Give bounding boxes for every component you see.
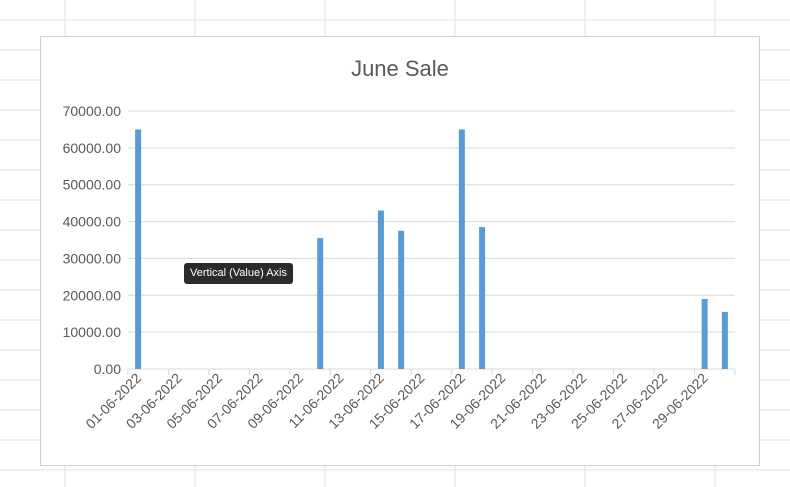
chart-title[interactable]: June Sale: [351, 56, 449, 81]
bar[interactable]: [721, 311, 728, 369]
y-tick-label: 40000.00: [63, 214, 122, 230]
bar[interactable]: [479, 227, 486, 369]
y-tick-label: 70000.00: [63, 103, 122, 119]
y-tick-label: 20000.00: [63, 287, 122, 303]
bar[interactable]: [398, 230, 405, 369]
bar[interactable]: [701, 298, 708, 369]
bar[interactable]: [135, 129, 142, 369]
y-tick-label: 30000.00: [63, 250, 122, 266]
y-tick-label: 60000.00: [63, 140, 122, 156]
y-tick-label: 50000.00: [63, 177, 122, 193]
bar[interactable]: [377, 210, 384, 369]
y-tick-label: 10000.00: [63, 324, 122, 340]
axis-tooltip: Vertical (Value) Axis: [184, 263, 294, 284]
y-tick-label: 0.00: [94, 361, 121, 377]
bar[interactable]: [317, 238, 324, 369]
bar[interactable]: [458, 129, 465, 369]
